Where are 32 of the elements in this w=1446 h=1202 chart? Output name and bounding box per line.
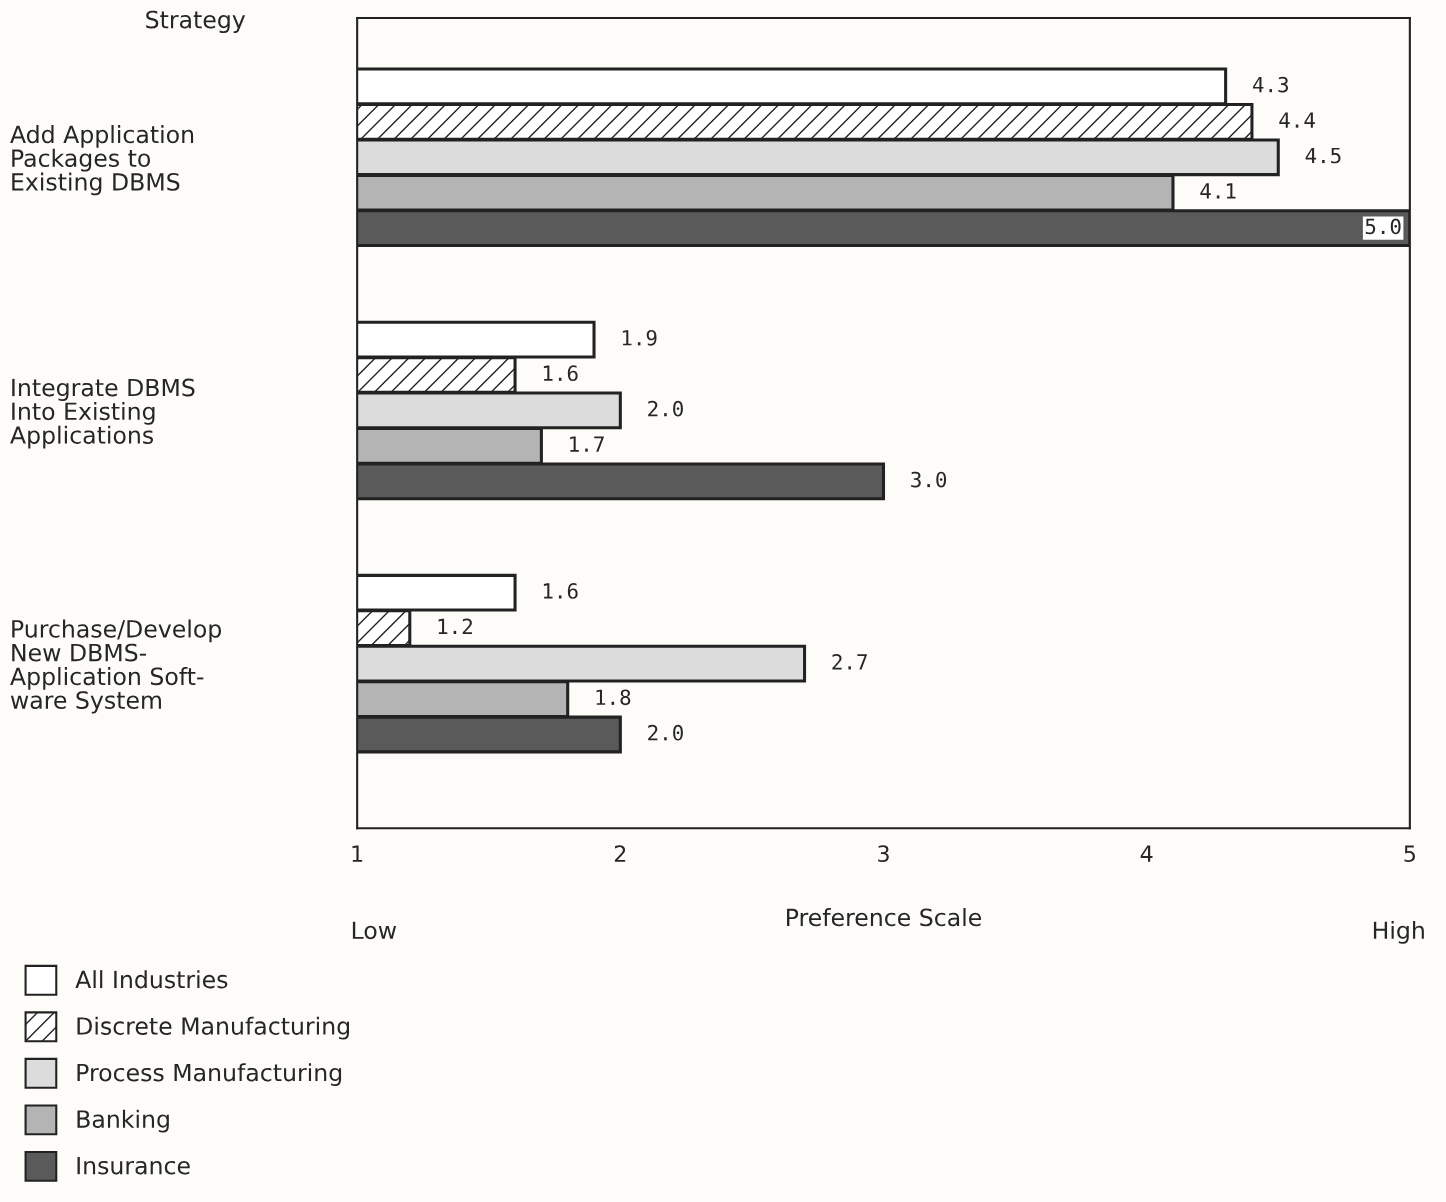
x-tick-label: 5 [1404, 845, 1415, 863]
data-label: 2.0 [648, 400, 683, 417]
text: High [1373, 920, 1424, 944]
data-label: 4.5 [1305, 147, 1341, 164]
legend-label: Process Manufacturing [77, 1063, 342, 1087]
data-label: 1.8 [596, 689, 631, 706]
x-tick-label: 3 [878, 845, 889, 863]
legend-label: Insurance [77, 1156, 190, 1175]
data-label: 1.2 [438, 618, 472, 634]
data-label: 5.0 [1365, 218, 1401, 235]
legend-label: Banking [77, 1109, 169, 1133]
data-label: 1.7 [570, 436, 604, 452]
text: Low [352, 921, 397, 940]
data-label: 2.0 [648, 724, 683, 741]
data-label: 4.4 [1279, 112, 1315, 128]
data-label: 2.7 [832, 653, 867, 670]
y-tick-label: Add Application Packages to Existing DBMS [10, 125, 194, 196]
y-axis-title: Strategy [146, 10, 246, 34]
legend-label: All Industries [75, 970, 228, 989]
data-label: 4.1 [1200, 183, 1236, 199]
legend-label: Discrete Manufacturing [77, 1016, 350, 1040]
y-tick-label: Integrate DBMS Into Existing Applications [10, 378, 195, 449]
y-tick-label: Purchase/Develop New DBMS- Application Soft- ware System [10, 619, 222, 714]
data-label: 4.3 [1252, 76, 1289, 93]
x-tick-label: 1 [352, 845, 363, 862]
x-tick-label: 2 [614, 845, 626, 862]
x-tick-label: 4 [1140, 845, 1153, 862]
data-label: 1.6 [543, 365, 578, 382]
x-axis-title: Preference Scale [787, 908, 982, 927]
data-label: 3.0 [911, 471, 947, 488]
data-label: 1.6 [543, 583, 578, 599]
data-label: 1.9 [622, 329, 657, 346]
